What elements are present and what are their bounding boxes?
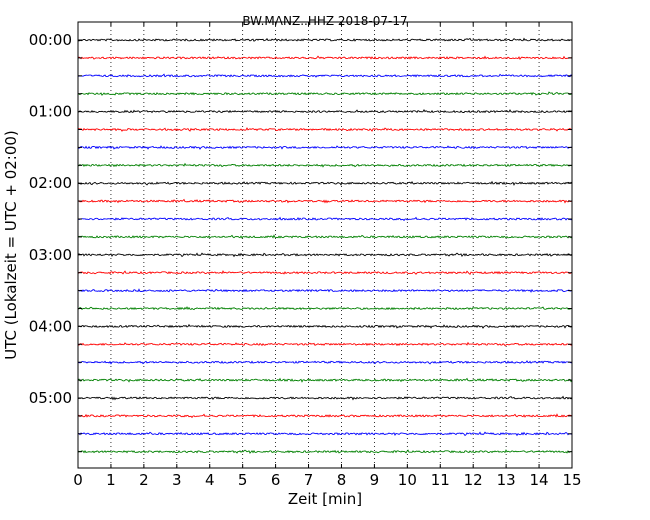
trace-line	[77, 270, 573, 276]
trace-line	[77, 55, 573, 61]
trace-line	[77, 377, 573, 383]
x-tick-label: 4	[205, 471, 215, 489]
y-tick-label: 01:00	[29, 103, 72, 121]
trace-line	[77, 395, 573, 401]
trace-line	[77, 180, 573, 186]
trace-line	[77, 252, 573, 258]
trace-line	[77, 449, 573, 454]
x-tick-label: 3	[172, 471, 182, 489]
axis-ticks	[77, 22, 573, 468]
y-tick-label: 05:00	[29, 389, 72, 407]
chart-title: BW.MANZ..HHZ 2018-07-17	[242, 14, 407, 28]
traces	[77, 37, 573, 454]
x-tick-label: 11	[431, 471, 450, 489]
trace-line	[77, 216, 573, 222]
x-tick-label: 6	[271, 471, 281, 489]
x-axis-label: Zeit [min]	[288, 490, 362, 508]
trace-line	[77, 288, 573, 293]
trace-line	[77, 234, 573, 239]
x-tick-label: 15	[562, 471, 581, 489]
x-tick-labels: 0 1 2 3 4 5 6 7 8 9 10 11 12 13 14 15	[73, 471, 581, 489]
trace-line	[77, 323, 573, 329]
x-tick-label: 1	[106, 471, 116, 489]
trace-line	[77, 413, 573, 419]
x-tick-label: 9	[370, 471, 380, 489]
trace-line	[77, 109, 573, 114]
y-tick-label: 02:00	[29, 174, 72, 192]
trace-line	[77, 198, 573, 204]
trace-line	[77, 431, 573, 437]
y-axis-label: UTC (Lokalzeit = UTC + 02:00)	[2, 130, 20, 360]
plot-frame	[77, 21, 573, 469]
x-tick-label: 12	[464, 471, 483, 489]
x-tick-label: 2	[139, 471, 149, 489]
trace-line	[77, 162, 573, 168]
x-tick-label: 5	[238, 471, 248, 489]
trace-line	[77, 341, 573, 347]
x-tick-label: 0	[73, 471, 83, 489]
y-tick-label: 03:00	[29, 246, 72, 264]
x-tick-label: 7	[304, 471, 314, 489]
trace-line	[77, 306, 573, 311]
trace-line	[77, 145, 573, 150]
trace-line	[77, 360, 573, 365]
x-tick-label: 14	[530, 471, 549, 489]
trace-line	[77, 37, 573, 42]
trace-line	[77, 73, 573, 78]
x-tick-label: 10	[398, 471, 417, 489]
y-tick-labels: 00:00 01:00 02:00 03:00 04:00 05:00	[29, 31, 72, 407]
y-tick-label: 04:00	[29, 317, 72, 335]
y-tick-label: 00:00	[29, 31, 72, 49]
x-tick-label: 8	[337, 471, 347, 489]
x-tick-label: 13	[497, 471, 516, 489]
grid-lines	[110, 22, 540, 468]
trace-line	[77, 91, 573, 96]
trace-line	[77, 127, 573, 132]
